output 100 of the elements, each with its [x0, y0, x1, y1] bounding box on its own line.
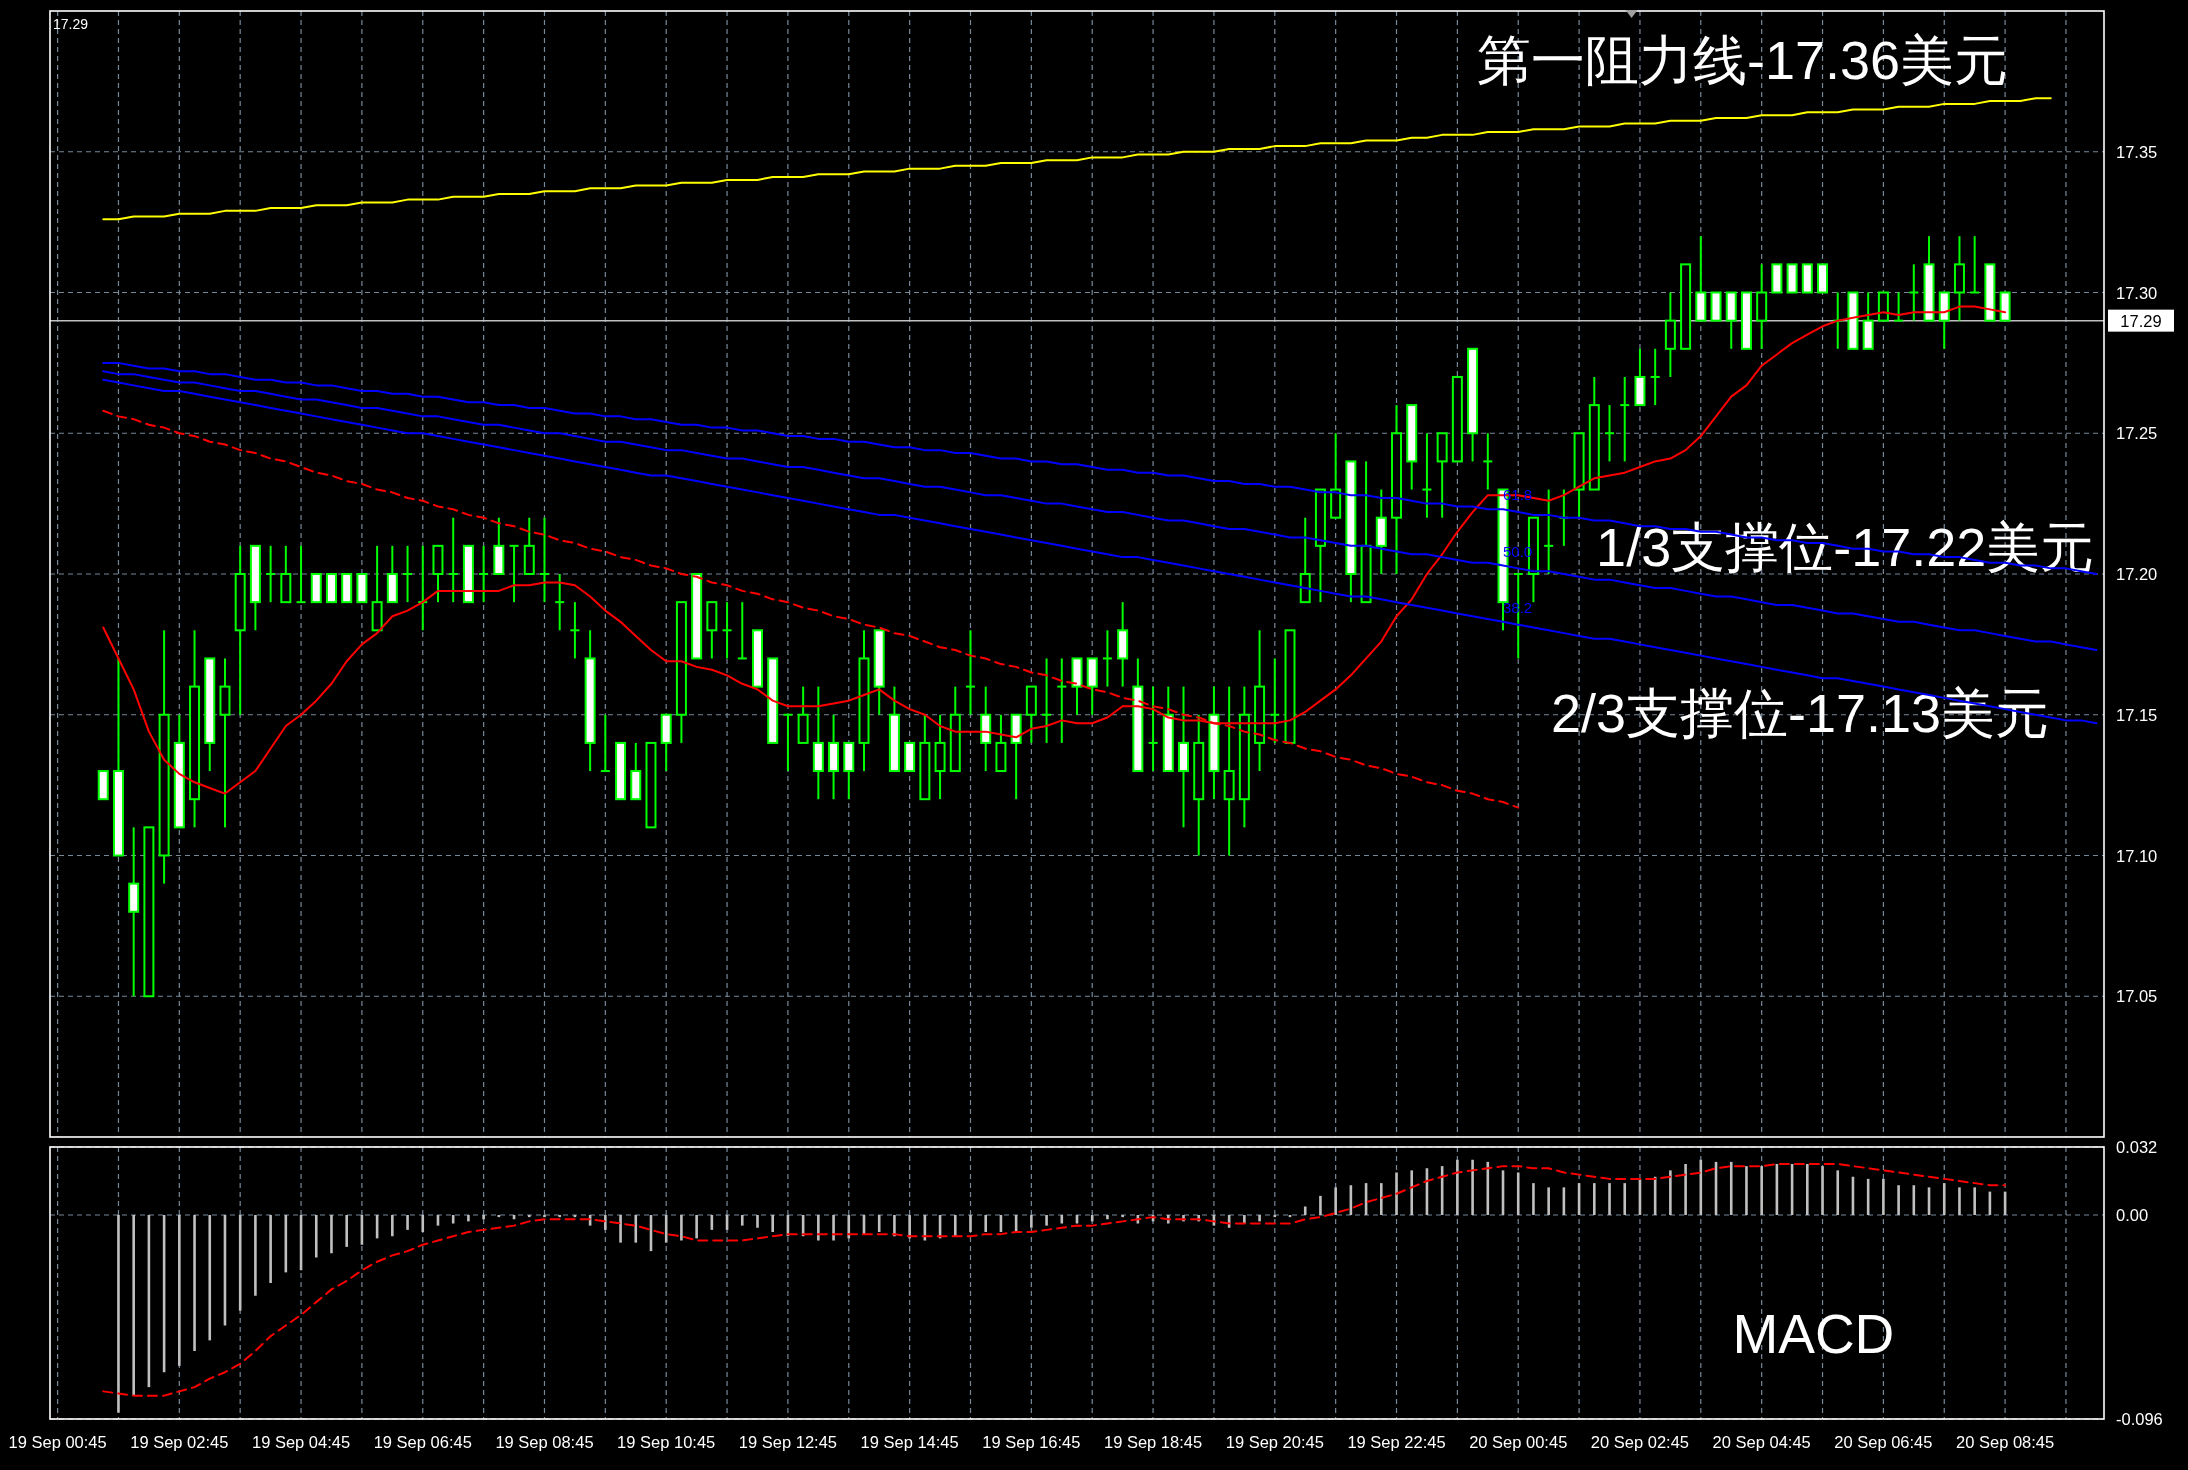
bar	[680, 1215, 683, 1241]
bar	[984, 1215, 988, 1232]
y-tick-label: 17.35	[2116, 142, 2158, 161]
bar	[893, 1215, 896, 1237]
bar	[877, 1215, 881, 1232]
x-tick-label: 19 Sep 00:45	[8, 1433, 107, 1451]
x-tick-label: 19 Sep 20:45	[1225, 1433, 1324, 1451]
x-tick-label: 20 Sep 04:45	[1712, 1433, 1811, 1451]
bar	[543, 1215, 546, 1218]
x-tick-label: 19 Sep 18:45	[1103, 1433, 1203, 1451]
bar	[1593, 1183, 1596, 1215]
bar	[1608, 1183, 1611, 1215]
bar	[117, 1215, 120, 1413]
ref-label: 17.29	[2108, 309, 2174, 332]
bar	[406, 1215, 409, 1230]
bar	[1806, 1164, 1809, 1215]
y-tick-label: 17.30	[2116, 283, 2158, 302]
bar	[269, 1215, 272, 1283]
bar	[1669, 1170, 1672, 1216]
bar	[604, 1215, 607, 1230]
bar	[1090, 1215, 1094, 1222]
y-tick-label: 0.00	[2116, 1206, 2149, 1224]
bar	[1258, 1215, 1261, 1222]
bar	[330, 1215, 333, 1254]
bar	[1380, 1183, 1383, 1215]
bar	[969, 1215, 972, 1232]
bar	[832, 1215, 835, 1241]
bar	[771, 1215, 774, 1232]
bar	[619, 1215, 622, 1243]
bar	[314, 1215, 318, 1258]
bar	[1958, 1187, 1961, 1216]
bar	[1836, 1170, 1840, 1216]
bar	[1334, 1187, 1337, 1216]
bar	[634, 1215, 638, 1243]
x-tick-label: 19 Sep 08:45	[495, 1433, 594, 1451]
bar	[1821, 1166, 1824, 1215]
annotation: 第一阻力线-17.36美元	[1476, 29, 2009, 90]
x-tick-label: 19 Sep 16:45	[982, 1433, 1081, 1451]
bar	[1897, 1185, 1900, 1215]
bar	[1882, 1178, 1885, 1216]
bar	[1045, 1215, 1048, 1226]
bar	[254, 1215, 257, 1296]
bar	[695, 1215, 698, 1239]
bar	[1410, 1170, 1414, 1216]
bar	[132, 1215, 135, 1396]
bar	[1471, 1159, 1474, 1215]
y-tick-label: 0.032	[2116, 1138, 2158, 1156]
bar	[558, 1215, 561, 1218]
bar	[421, 1215, 425, 1232]
bar	[391, 1215, 394, 1237]
bar	[953, 1215, 957, 1237]
y-tick-label: 17.20	[2116, 565, 2158, 583]
bar	[1547, 1187, 1550, 1216]
bar	[1106, 1215, 1109, 1220]
bar	[527, 1215, 531, 1218]
bar	[1456, 1159, 1459, 1215]
x-tick-label: 20 Sep 00:45	[1469, 1433, 1568, 1451]
x-tick-label: 19 Sep 22:45	[1347, 1433, 1446, 1451]
bar	[1395, 1172, 1398, 1215]
bar	[1060, 1215, 1064, 1224]
bar	[817, 1215, 820, 1241]
y-tick-label: 17.05	[2116, 987, 2158, 1006]
bar	[1760, 1166, 1763, 1215]
bar	[1623, 1183, 1627, 1215]
x-tick-label: 20 Sep 08:45	[1956, 1433, 2055, 1451]
bar	[193, 1215, 196, 1351]
bar	[1516, 1172, 1520, 1215]
x-tick-label: 19 Sep 12:45	[738, 1433, 837, 1451]
bar	[1973, 1187, 1976, 1216]
bar	[1729, 1161, 1733, 1216]
x-tick-label: 20 Sep 06:45	[1834, 1433, 1933, 1451]
annotation: 17.29	[53, 15, 89, 32]
bar	[664, 1215, 668, 1243]
bar	[1532, 1183, 1535, 1215]
bar	[756, 1215, 759, 1228]
x-tick-label: 19 Sep 14:45	[860, 1433, 959, 1451]
x-tick-label: 20 Sep 02:45	[1590, 1433, 1690, 1451]
bar	[1319, 1195, 1322, 1216]
ref-line-label: 17.29	[2120, 311, 2162, 330]
bar	[467, 1215, 470, 1222]
x-tick-label: 19 Sep 10:45	[617, 1433, 716, 1451]
y-tick-label: -0.096	[2116, 1410, 2163, 1428]
bar	[908, 1215, 911, 1239]
bar	[1684, 1164, 1687, 1215]
bar	[740, 1215, 744, 1226]
bar	[1121, 1215, 1124, 1218]
y-tick-label: 17.25	[2116, 424, 2158, 443]
bar	[1273, 1215, 1277, 1218]
bar	[482, 1215, 485, 1220]
bar	[1942, 1183, 1946, 1215]
bar	[1303, 1206, 1307, 1215]
bar	[345, 1215, 348, 1247]
x-tick-label: 19 Sep 02:45	[130, 1433, 229, 1451]
bar	[178, 1215, 181, 1366]
bar	[1745, 1166, 1748, 1215]
y-tick-label: 17.15	[2116, 705, 2158, 724]
bar	[1030, 1215, 1033, 1228]
bar	[208, 1215, 212, 1341]
x-tick-label: 19 Sep 06:45	[373, 1433, 472, 1451]
notes: MACD	[1732, 1302, 1895, 1365]
